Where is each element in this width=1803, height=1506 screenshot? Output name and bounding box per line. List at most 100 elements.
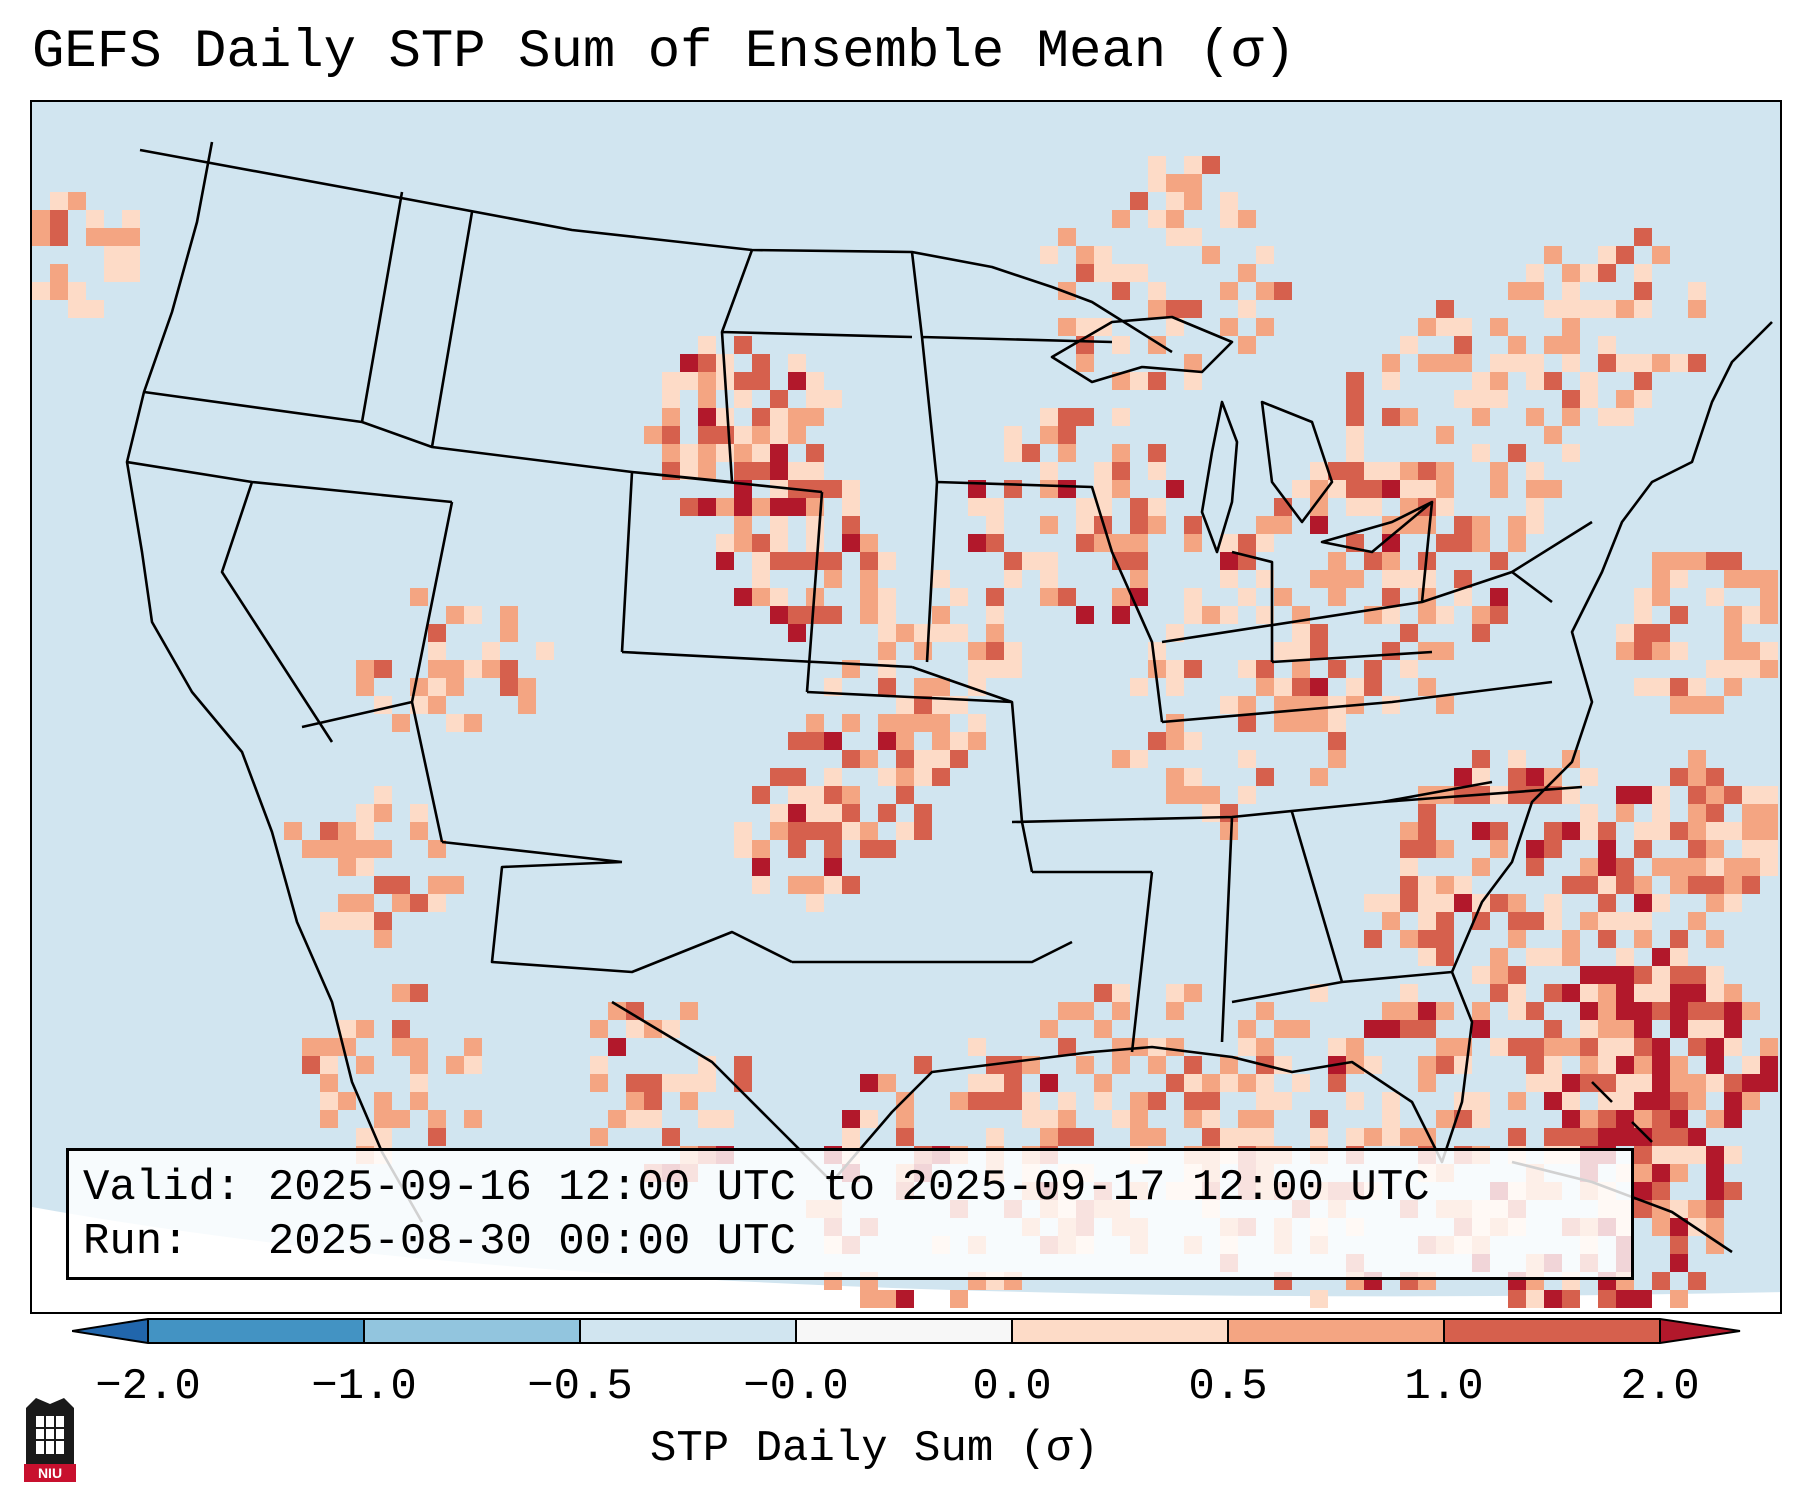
anomaly-cell xyxy=(1598,1074,1616,1092)
anomaly-cell xyxy=(770,408,788,426)
tick-label-6: 0.5 xyxy=(1188,1362,1268,1412)
anomaly-cell xyxy=(1670,1254,1688,1272)
anomaly-cell xyxy=(1724,552,1742,570)
anomaly-cell xyxy=(1292,1074,1310,1092)
anomaly-cell xyxy=(1346,462,1364,480)
anomaly-cell xyxy=(842,516,860,534)
anomaly-cell xyxy=(1562,822,1580,840)
anomaly-cell xyxy=(1652,1002,1670,1020)
anomaly-cell xyxy=(806,732,824,750)
anomaly-cell xyxy=(626,1074,644,1092)
gulf-coast xyxy=(611,321,1773,1184)
anomaly-cell xyxy=(356,840,374,858)
anomaly-cell xyxy=(1562,1038,1580,1056)
anomaly-cell xyxy=(1526,1038,1544,1056)
anomaly-cell xyxy=(1184,156,1202,174)
anomaly-cell xyxy=(1166,480,1184,498)
anomaly-cell xyxy=(1364,1128,1382,1146)
anomaly-cell xyxy=(1526,498,1544,516)
anomaly-cell xyxy=(1616,1038,1634,1056)
anomaly-cell xyxy=(1184,588,1202,606)
anomaly-cell xyxy=(986,660,1004,678)
anomaly-cell xyxy=(1652,948,1670,966)
anomaly-cell xyxy=(1616,1092,1634,1110)
anomaly-cell xyxy=(1598,876,1616,894)
anomaly-cell xyxy=(1346,426,1364,444)
anomaly-cell xyxy=(680,444,698,462)
anomaly-cell xyxy=(1400,858,1418,876)
anomaly-cell xyxy=(1634,1128,1652,1146)
anomaly-cell xyxy=(1580,822,1598,840)
anomaly-cell xyxy=(1724,1020,1742,1038)
anomaly-cell xyxy=(1220,606,1238,624)
anomaly-cell xyxy=(1400,408,1418,426)
anomaly-cell xyxy=(1004,1092,1022,1110)
anomaly-cell xyxy=(1238,1020,1256,1038)
anomaly-cell xyxy=(446,678,464,696)
bahamas xyxy=(1591,1081,1653,1143)
anomaly-cell xyxy=(1616,786,1634,804)
anomaly-cell xyxy=(1472,1110,1490,1128)
anomaly-cell xyxy=(1742,858,1760,876)
anomaly-cell xyxy=(1112,444,1130,462)
anomaly-cell xyxy=(1634,1164,1652,1182)
anomaly-cell xyxy=(1256,768,1274,786)
anomaly-cell xyxy=(446,876,464,894)
anomaly-cell xyxy=(1706,930,1724,948)
anomaly-cell xyxy=(1040,1074,1058,1092)
anomaly-cell xyxy=(1310,516,1328,534)
anomaly-cell xyxy=(842,480,860,498)
anomaly-cell xyxy=(1472,858,1490,876)
page-title: GEFS Daily STP Sum of Ensemble Mean (σ) xyxy=(32,22,1296,83)
anomaly-cell xyxy=(644,1074,662,1092)
anomaly-cell xyxy=(1706,840,1724,858)
anomaly-cell xyxy=(896,1110,914,1128)
anomaly-cell xyxy=(1652,966,1670,984)
anomaly-cell xyxy=(986,1092,1004,1110)
anomaly-cell xyxy=(932,714,950,732)
anomaly-cell xyxy=(1562,1074,1580,1092)
anomaly-cell xyxy=(1418,318,1436,336)
anomaly-cell xyxy=(1310,678,1328,696)
anomaly-cell xyxy=(50,192,68,210)
anomaly-cell xyxy=(1616,966,1634,984)
anomaly-cell xyxy=(1742,1092,1760,1110)
anomaly-cell xyxy=(752,498,770,516)
anomaly-cell xyxy=(1058,480,1076,498)
anomaly-cell xyxy=(932,696,950,714)
anomaly-cell xyxy=(1526,354,1544,372)
anomaly-cell xyxy=(1616,408,1634,426)
anomaly-cell xyxy=(392,714,410,732)
colorbar-label: STP Daily Sum (σ) xyxy=(650,1424,1099,1474)
anomaly-cell xyxy=(1382,912,1400,930)
anomaly-cell xyxy=(752,876,770,894)
anomaly-cell xyxy=(68,192,86,210)
anomaly-cell xyxy=(716,498,734,516)
anomaly-cell xyxy=(878,606,896,624)
anomaly-cell xyxy=(1076,1002,1094,1020)
anomaly-cell xyxy=(1526,912,1544,930)
anomaly-cell xyxy=(302,840,320,858)
anomaly-cell xyxy=(824,804,842,822)
anomaly-cell xyxy=(464,606,482,624)
anomaly-cell xyxy=(1310,696,1328,714)
anomaly-cell xyxy=(1598,300,1616,318)
anomaly-cell xyxy=(320,912,338,930)
anomaly-cell xyxy=(1436,318,1454,336)
anomaly-cell xyxy=(1148,1128,1166,1146)
anomaly-cell xyxy=(1706,1074,1724,1092)
anomaly-cell xyxy=(1652,552,1670,570)
anomaly-cell xyxy=(590,1128,608,1146)
anomaly-cell xyxy=(338,822,356,840)
anomaly-cell xyxy=(1652,624,1670,642)
anomaly-cell xyxy=(1436,642,1454,660)
anomaly-cell xyxy=(824,570,842,588)
anomaly-cell xyxy=(752,570,770,588)
anomaly-cell xyxy=(1184,1074,1202,1092)
anomaly-cell xyxy=(1706,1182,1724,1200)
anomaly-cell xyxy=(1616,876,1634,894)
anomaly-cell xyxy=(770,588,788,606)
anomaly-cell xyxy=(806,876,824,894)
anomaly-cell xyxy=(302,1056,320,1074)
anomaly-cell xyxy=(1328,588,1346,606)
